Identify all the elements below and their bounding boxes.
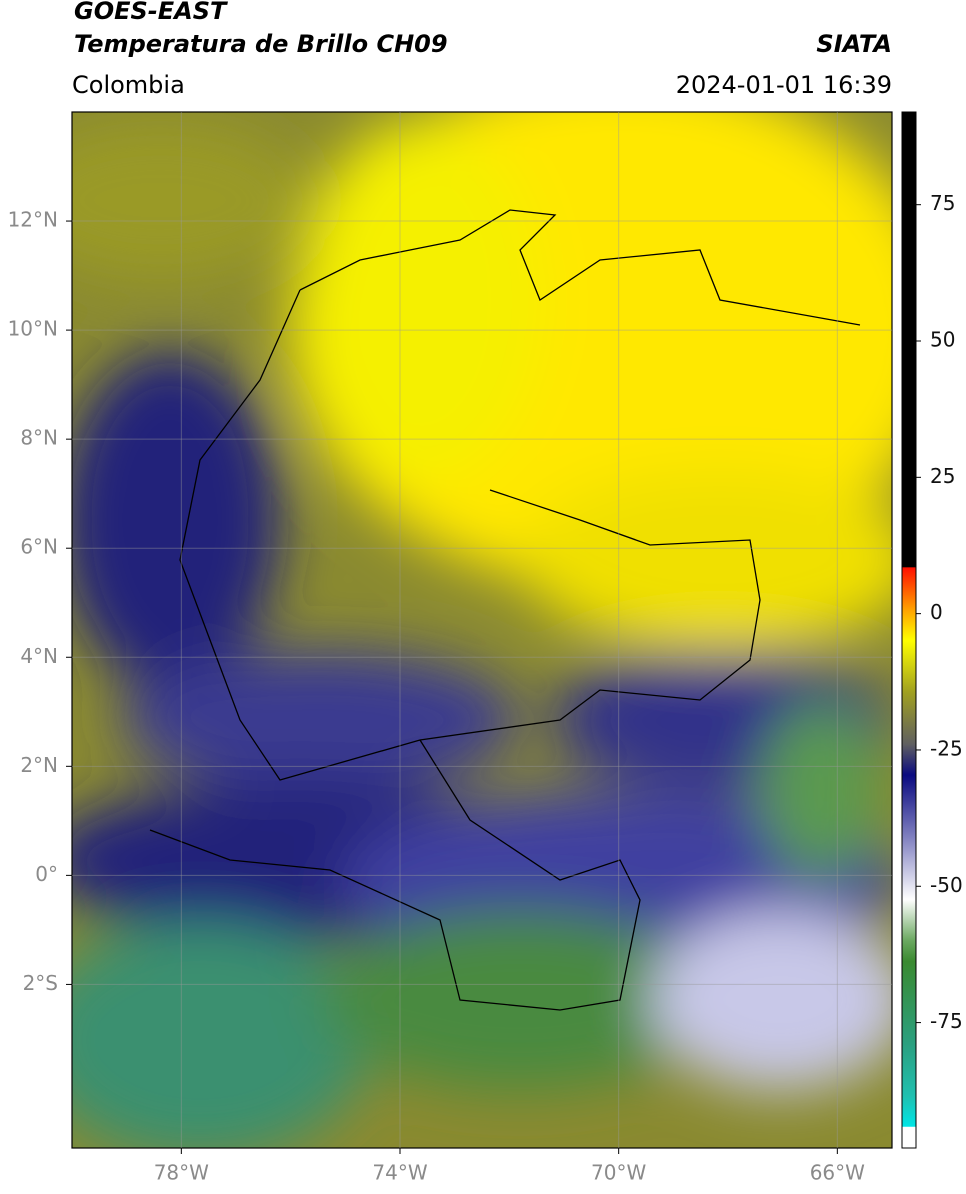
colorbar-label: 75	[930, 191, 955, 215]
lat-label: 0°	[35, 862, 58, 886]
lat-label: 2°S	[23, 971, 58, 995]
map-frame	[71, 111, 893, 1149]
lat-label: 8°N	[20, 426, 58, 450]
colorbar-label: 50	[930, 328, 955, 352]
colorbar-label: -75	[930, 1009, 963, 1033]
coastline-borders	[149, 209, 861, 1011]
colorbar-label: -25	[930, 736, 963, 760]
source: SIATA	[816, 30, 892, 58]
title: GOES-EAST	[74, 0, 228, 25]
colorbar-label: 0	[930, 600, 943, 624]
lon-label: 74°W	[372, 1161, 427, 1185]
region: Colombia	[72, 71, 185, 99]
satellite-image	[72, 112, 892, 1148]
lon-label: 78°W	[154, 1161, 209, 1185]
colorbar-label: -50	[930, 873, 963, 897]
lat-label: 10°N	[8, 317, 58, 341]
timestamp: 2024-01-01 16:39	[676, 71, 892, 99]
lon-label: 66°W	[810, 1161, 865, 1185]
lat-label: 12°N	[8, 208, 58, 232]
lon-label: 70°W	[591, 1161, 646, 1185]
colorbar-label: 25	[930, 464, 955, 488]
lat-label: 6°N	[20, 535, 58, 559]
lat-label: 2°N	[20, 753, 58, 777]
lat-label: 4°N	[20, 644, 58, 668]
colorbar	[901, 111, 917, 1149]
subtitle: Temperatura de Brillo CH09	[74, 30, 448, 58]
